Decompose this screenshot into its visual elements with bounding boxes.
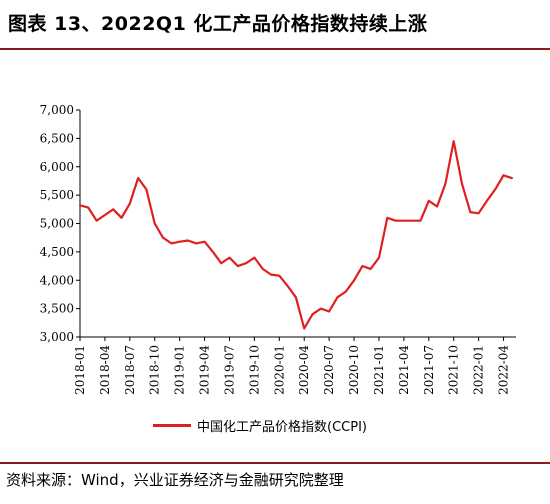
x-tick-label: 2018-04: [98, 345, 112, 395]
x-tick-label: 2020-04: [297, 345, 311, 395]
footer-rule: [0, 462, 550, 464]
y-tick-label: 4,500: [40, 245, 74, 259]
x-tick-label: 2020-01: [272, 345, 286, 395]
x-tick-label: 2021-07: [422, 345, 436, 395]
x-tick-label: 2019-10: [247, 345, 261, 395]
x-tick-label: 2022-01: [472, 345, 486, 395]
source-note: 资料来源：Wind，兴业证券经济与金融研究院整理: [6, 471, 344, 489]
plot-area: [78, 140, 513, 330]
y-tick-label: 3,500: [40, 302, 74, 316]
y-tick-label: 5,000: [40, 217, 74, 231]
y-tick-label: 5,500: [40, 188, 74, 202]
legend-label: 中国化工产品价格指数(CCPI): [197, 420, 367, 435]
x-tick-label: 2021-01: [372, 345, 386, 395]
y-tick-label: 7,000: [40, 103, 74, 117]
chart-title: 图表 13、2022Q1 化工产品价格指数持续上涨: [8, 13, 428, 35]
title-rule: [0, 48, 550, 50]
series-line-ccpi: [78, 140, 513, 330]
y-tick-label: 6,000: [40, 160, 74, 174]
legend: 中国化工产品价格指数(CCPI): [153, 416, 367, 435]
chart-axes: 3,000 3,500 4,000 4,500 5,000 5,500 6,000 6,500…: [40, 103, 516, 395]
x-tick-label: 2022-04: [497, 345, 511, 395]
x-tick-label: 2021-10: [447, 345, 461, 395]
x-tick-label: 2018-10: [148, 345, 162, 395]
y-tick-label: 3,000: [40, 330, 74, 344]
x-tick-label: 2021-04: [397, 345, 411, 395]
x-tick-label: 2018-01: [73, 345, 87, 395]
x-tick-label: 2019-01: [173, 345, 187, 395]
x-tick-label: 2020-10: [347, 345, 361, 395]
y-tick-label: 6,500: [40, 131, 74, 145]
x-tick-label: 2020-07: [322, 345, 336, 395]
y-tick-label: 4,000: [40, 273, 74, 287]
x-tick-label: 2018-07: [123, 345, 137, 395]
x-tick-label: 2019-04: [198, 345, 212, 395]
x-tick-label: 2019-07: [222, 345, 236, 395]
legend-swatch: [153, 424, 191, 427]
